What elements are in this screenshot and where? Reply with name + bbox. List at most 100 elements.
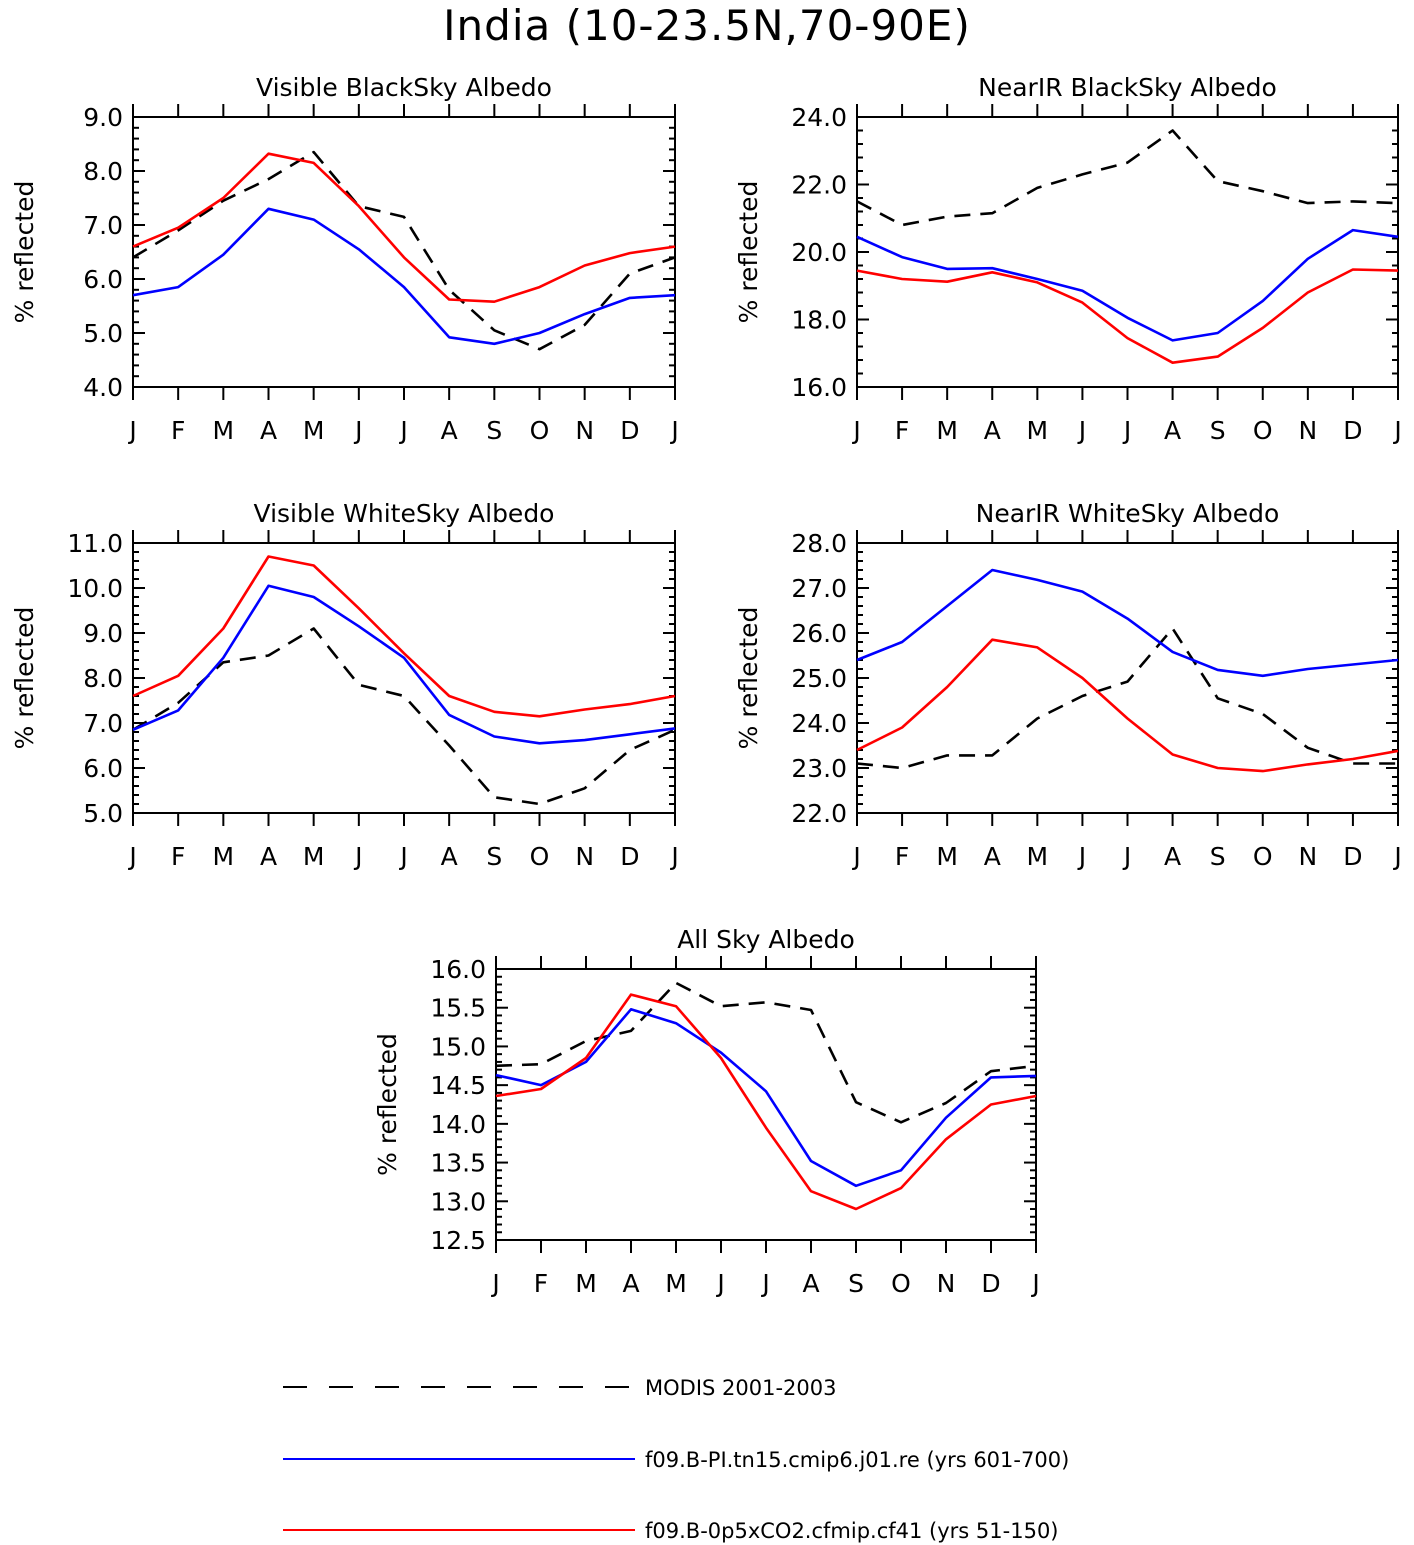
x-tick-label: O xyxy=(891,1269,911,1298)
series-line-modis xyxy=(495,981,1037,1124)
y-tick-label: 14.5 xyxy=(430,1071,486,1100)
y-tick-label: 6.0 xyxy=(83,265,123,294)
x-tick-label: A xyxy=(1164,416,1181,445)
legend: MODIS 2001-2003 f09.B-PI.tn15.cmip6.j01.r… xyxy=(283,1376,1069,1543)
x-tick-label: O xyxy=(530,842,550,871)
panel-title: Visible WhiteSky Albedo xyxy=(254,499,555,528)
y-tick-label: 15.5 xyxy=(430,994,486,1023)
y-tick-label: 10.0 xyxy=(67,574,123,603)
x-tick-label: J xyxy=(490,1269,499,1298)
x-tick-label: S xyxy=(1210,416,1226,445)
series-line-pi xyxy=(132,207,676,346)
x-tick-label: S xyxy=(848,1269,864,1298)
x-tick-label: S xyxy=(486,842,502,871)
x-tick-label: F xyxy=(895,842,909,871)
x-tick-label: A xyxy=(441,416,458,445)
x-tick-label: M xyxy=(303,416,325,445)
x-tick-label: N xyxy=(575,416,594,445)
x-tick-label: M xyxy=(213,416,235,445)
x-tick-label: N xyxy=(1298,842,1317,871)
chart-panel-5: All Sky Albedo % reflected 12.5 13.0 13.5 14.… xyxy=(373,925,1040,1298)
x-tick-label: J xyxy=(1077,842,1086,871)
y-tick-label: 13.0 xyxy=(430,1187,486,1216)
chart-panel-3: Visible WhiteSky Albedo % reflected 5.0 6.0… xyxy=(10,499,679,871)
series-line-pi xyxy=(856,228,1399,342)
series-line-pi xyxy=(856,568,1399,678)
series-line-co2 xyxy=(132,555,676,718)
y-tick-label: 28.0 xyxy=(791,529,847,558)
series-line-modis xyxy=(856,627,1398,770)
x-tick-label: O xyxy=(530,416,550,445)
panel-title: NearIR WhiteSky Albedo xyxy=(976,499,1280,528)
panel-title: All Sky Albedo xyxy=(677,925,855,954)
y-tick-label: 16.0 xyxy=(791,373,847,402)
x-tick-label: J xyxy=(669,416,678,445)
x-tick-label: N xyxy=(575,842,594,871)
x-tick-label: A xyxy=(802,1269,819,1298)
chart-panel-4: NearIR WhiteSky Albedo % reflected 22.0 23.… xyxy=(734,499,1402,871)
x-tick-label: J xyxy=(353,842,362,871)
y-tick-label: 14.0 xyxy=(430,1110,486,1139)
chart-panels: Visible BlackSky Albedo % reflected 4.0 5.0… xyxy=(10,73,1402,1298)
x-tick-label: O xyxy=(1253,416,1273,445)
y-tick-label: 12.5 xyxy=(430,1226,486,1255)
y-tick-label: 24.0 xyxy=(791,709,847,738)
x-tick-label: D xyxy=(620,416,639,445)
series-line-pi xyxy=(495,1007,1037,1188)
y-tick-label: 7.0 xyxy=(83,709,123,738)
x-tick-label: J xyxy=(398,416,407,445)
x-tick-label: A xyxy=(1164,842,1181,871)
y-tick-label: 16.0 xyxy=(430,955,486,984)
x-tick-label: D xyxy=(981,1269,1000,1298)
y-tick-label: 8.0 xyxy=(83,157,123,186)
y-tick-label: 22.0 xyxy=(791,799,847,828)
y-tick-label: 24.0 xyxy=(791,103,847,132)
figure-title: India (10-23.5N,70-90E) xyxy=(443,1,971,50)
x-tick-label: J xyxy=(127,842,136,871)
x-tick-label: M xyxy=(936,842,958,871)
x-tick-label: J xyxy=(760,1269,769,1298)
panel-title: Visible BlackSky Albedo xyxy=(256,73,552,102)
series-line-modis xyxy=(856,129,1399,227)
x-tick-label: D xyxy=(1343,842,1362,871)
series-line-co2 xyxy=(495,993,1037,1211)
y-tick-label: 9.0 xyxy=(83,619,123,648)
y-tick-label: 20.0 xyxy=(791,238,847,267)
series-line-modis xyxy=(132,627,676,806)
y-tick-label: 5.0 xyxy=(83,319,123,348)
x-tick-label: F xyxy=(171,842,185,871)
x-tick-label: A xyxy=(984,416,1001,445)
legend-label-co2: f09.B-0p5xCO2.cfmip.cf41 (yrs 51-150) xyxy=(645,1519,1059,1543)
y-tick-label: 27.0 xyxy=(791,574,847,603)
x-tick-label: M xyxy=(936,416,958,445)
x-tick-label: M xyxy=(303,842,325,871)
x-tick-label: J xyxy=(1122,842,1131,871)
x-tick-label: M xyxy=(1027,842,1049,871)
x-tick-label: J xyxy=(1077,416,1086,445)
x-tick-label: J xyxy=(669,842,678,871)
x-tick-label: J xyxy=(851,842,860,871)
x-tick-label: D xyxy=(1343,416,1362,445)
x-tick-label: J xyxy=(715,1269,724,1298)
x-tick-label: M xyxy=(665,1269,687,1298)
y-tick-label: 25.0 xyxy=(791,664,847,693)
x-tick-label: A xyxy=(984,842,1001,871)
x-tick-label: J xyxy=(398,842,407,871)
y-axis-label: % reflected xyxy=(373,1033,402,1176)
x-tick-label: J xyxy=(1122,416,1131,445)
x-tick-label: A xyxy=(441,842,458,871)
x-tick-label: M xyxy=(1027,416,1049,445)
plot-frame xyxy=(856,542,1399,814)
y-tick-label: 23.0 xyxy=(791,754,847,783)
y-tick-label: 8.0 xyxy=(83,664,123,693)
x-tick-label: F xyxy=(534,1269,548,1298)
x-tick-label: N xyxy=(937,1269,956,1298)
y-tick-label: 11.0 xyxy=(67,529,123,558)
x-tick-label: M xyxy=(213,842,235,871)
x-tick-label: A xyxy=(260,842,277,871)
y-tick-label: 5.0 xyxy=(83,799,123,828)
series-line-pi xyxy=(132,584,676,745)
y-tick-label: 7.0 xyxy=(83,211,123,240)
x-tick-label: A xyxy=(622,1269,639,1298)
y-axis-label: % reflected xyxy=(10,607,39,750)
